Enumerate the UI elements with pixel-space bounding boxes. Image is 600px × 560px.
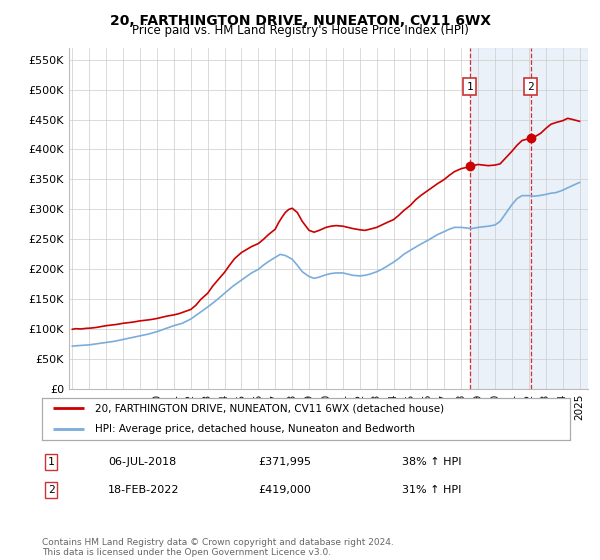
Text: £419,000: £419,000 [258,485,311,495]
Text: 18-FEB-2022: 18-FEB-2022 [108,485,179,495]
Text: 2: 2 [527,82,534,91]
Text: 1: 1 [466,82,473,91]
Text: HPI: Average price, detached house, Nuneaton and Bedworth: HPI: Average price, detached house, Nune… [95,424,415,434]
Bar [470,48,588,389]
Text: 1: 1 [47,457,55,467]
Text: Price paid vs. HM Land Registry's House Price Index (HPI): Price paid vs. HM Land Registry's House … [131,24,469,37]
Text: 31% ↑ HPI: 31% ↑ HPI [402,485,461,495]
Text: 38% ↑ HPI: 38% ↑ HPI [402,457,461,467]
Text: 20, FARTHINGTON DRIVE, NUNEATON, CV11 6WX: 20, FARTHINGTON DRIVE, NUNEATON, CV11 6W… [110,14,491,28]
Text: 2: 2 [47,485,55,495]
Text: 20, FARTHINGTON DRIVE, NUNEATON, CV11 6WX (detached house): 20, FARTHINGTON DRIVE, NUNEATON, CV11 6W… [95,403,444,413]
Text: 06-JUL-2018: 06-JUL-2018 [108,457,176,467]
Text: £371,995: £371,995 [258,457,311,467]
Text: Contains HM Land Registry data © Crown copyright and database right 2024.
This d: Contains HM Land Registry data © Crown c… [42,538,394,557]
